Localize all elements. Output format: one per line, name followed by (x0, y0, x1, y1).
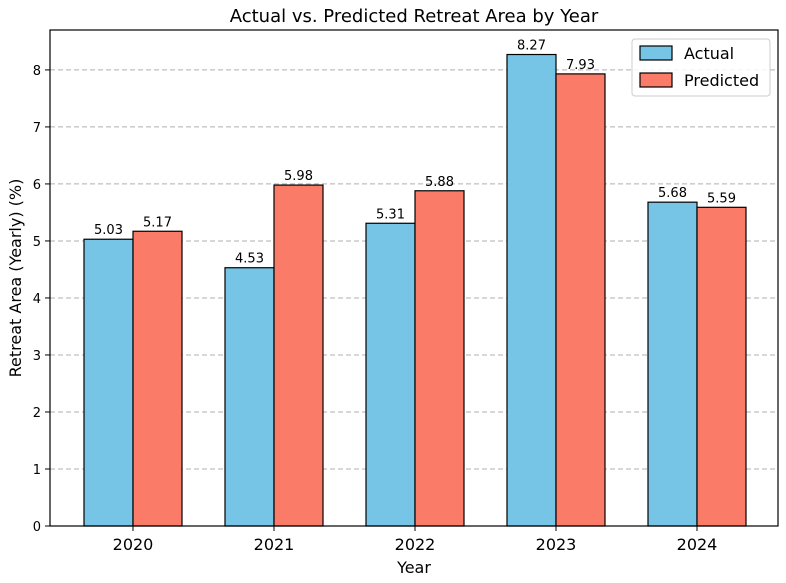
y-axis-ticks: 0 1 2 3 4 5 6 7 8 (33, 64, 50, 535)
bar-predicted-2021 (273, 184, 324, 527)
data-labels: 5.03 5.17 4.53 5.98 5.31 5.88 8.27 7.93 5.68 5.59 (94, 39, 736, 267)
x-axis-ticks: 2020 2021 2022 2023 2024 (113, 526, 718, 554)
chart-title: Actual vs. Predicted Retreat Area by Yea… (230, 6, 599, 27)
bar-actual-2024 (647, 201, 698, 527)
bar-actual-2023 (506, 53, 557, 527)
x-tick-label: 2022 (395, 535, 436, 554)
data-label-actual-2022: 5.31 (376, 207, 405, 222)
y-tick-label: 5 (33, 235, 41, 250)
data-label-predicted-2021: 5.98 (284, 169, 313, 184)
data-label-actual-2023: 8.27 (517, 39, 546, 54)
data-label-predicted-2023: 7.93 (566, 58, 595, 73)
y-tick-label: 7 (33, 121, 41, 136)
x-tick-label: 2021 (254, 535, 295, 554)
legend-swatch-predicted (639, 72, 673, 88)
bars (83, 53, 747, 527)
data-label-actual-2021: 4.53 (235, 252, 264, 267)
x-tick-label: 2023 (536, 535, 577, 554)
bar-predicted-2020 (132, 230, 183, 527)
bar-actual-2021 (224, 267, 275, 527)
bar-predicted-2022 (414, 190, 465, 527)
data-label-predicted-2022: 5.88 (425, 175, 454, 190)
data-label-predicted-2024: 5.59 (707, 191, 736, 206)
y-tick-label: 8 (33, 64, 41, 79)
data-label-predicted-2020: 5.17 (143, 215, 172, 230)
y-tick-label: 2 (33, 406, 41, 421)
y-tick-label: 4 (33, 292, 41, 307)
legend-label-actual: Actual (684, 44, 734, 63)
x-tick-label: 2020 (113, 535, 154, 554)
legend-label-predicted: Predicted (684, 71, 759, 90)
y-tick-label: 1 (33, 463, 41, 478)
data-label-actual-2020: 5.03 (94, 223, 123, 238)
bar-predicted-2023 (555, 73, 606, 527)
y-tick-label: 6 (33, 178, 41, 193)
y-axis-label: Retreat Area (Yearly) (%) (6, 179, 25, 378)
bar-actual-2020 (83, 238, 134, 527)
legend-swatch-actual (639, 45, 673, 61)
y-tick-label: 0 (33, 520, 41, 535)
x-tick-label: 2024 (677, 535, 718, 554)
bar-predicted-2024 (696, 206, 747, 527)
legend: Actual Predicted (631, 38, 771, 97)
bar-actual-2022 (365, 222, 416, 527)
x-axis-label: Year (396, 558, 431, 577)
data-label-actual-2024: 5.68 (658, 186, 687, 201)
y-tick-label: 3 (33, 349, 41, 364)
plot-frame (49, 29, 779, 527)
